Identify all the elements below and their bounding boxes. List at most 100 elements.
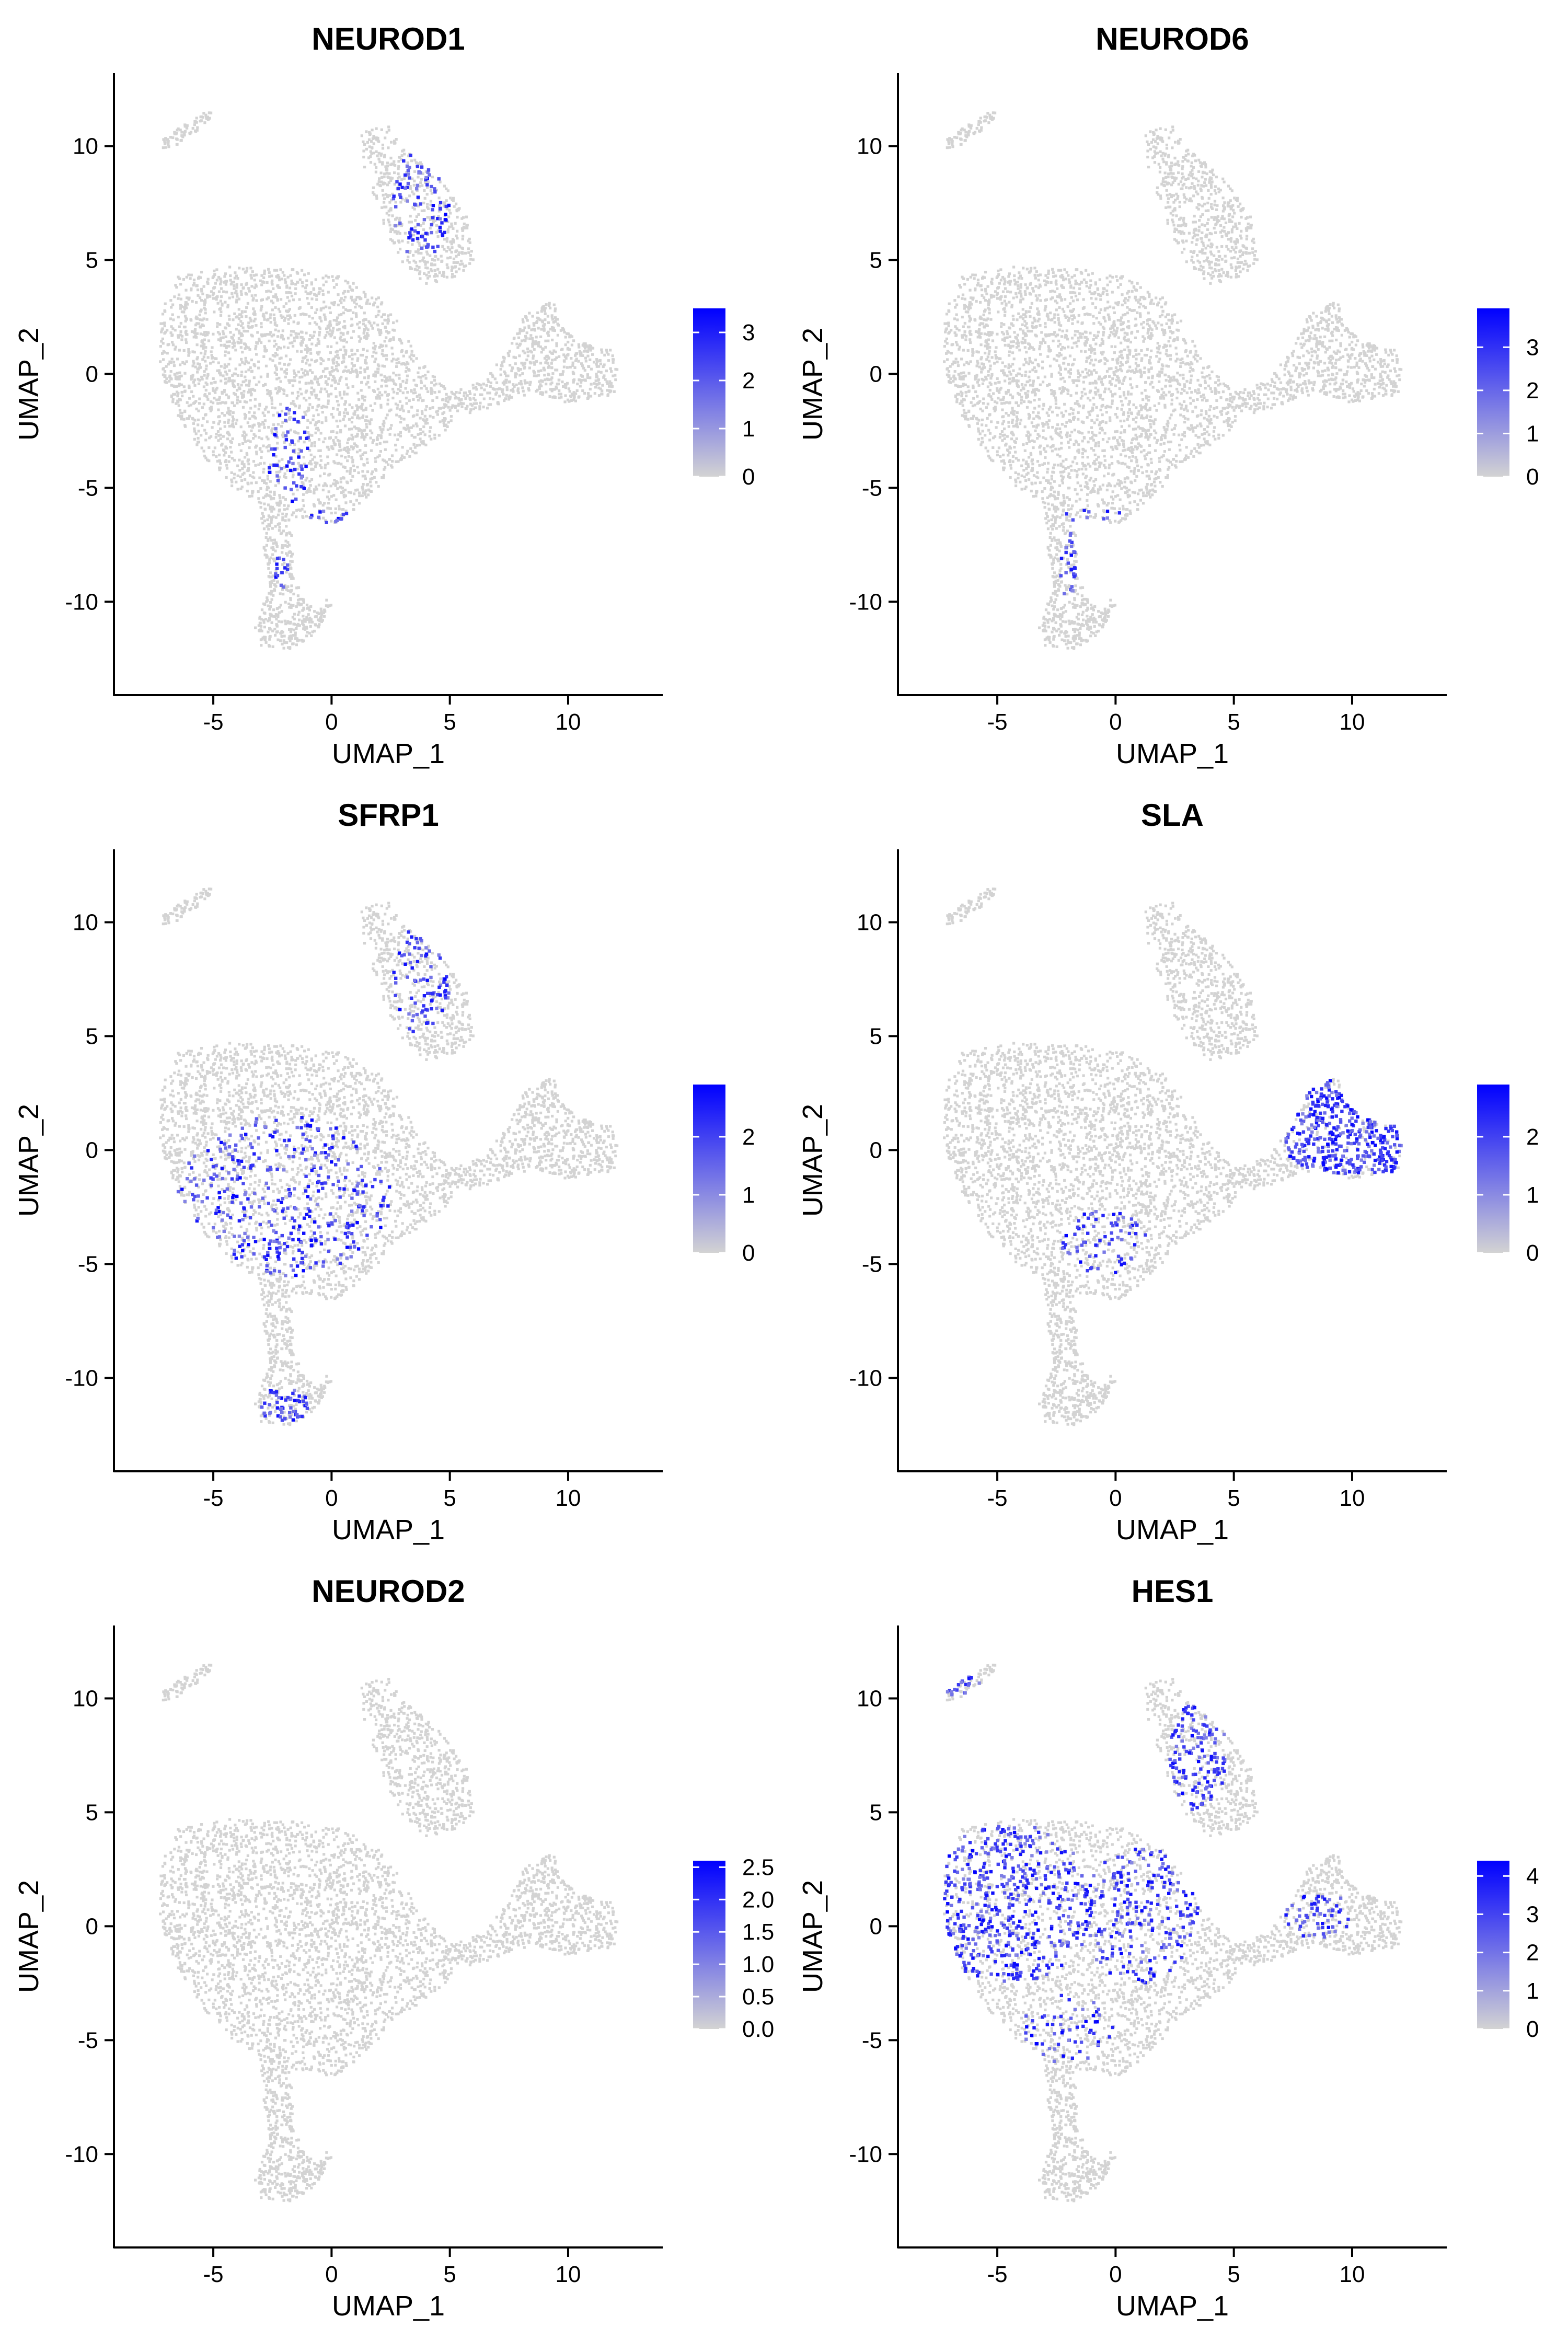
cell-point <box>194 365 197 368</box>
cell-point <box>448 248 452 251</box>
cell-point <box>596 383 599 386</box>
cell-point <box>270 274 273 278</box>
cell-point <box>205 364 208 367</box>
cell-point <box>342 292 345 295</box>
cell-point <box>397 165 400 168</box>
cell-point <box>355 314 358 317</box>
cell-point <box>265 544 268 547</box>
cell-point <box>268 444 271 447</box>
cell-point <box>430 392 433 395</box>
cell-point <box>351 298 354 302</box>
cell-point <box>376 455 379 458</box>
cell-point <box>178 377 181 381</box>
cell-point <box>211 356 214 360</box>
cell-point <box>517 336 521 339</box>
cell-point <box>1024 479 1028 482</box>
cell-point <box>282 338 285 341</box>
cell-point <box>420 381 423 384</box>
cell-point <box>273 407 276 410</box>
cell-point <box>1097 441 1100 444</box>
cell-point <box>231 379 234 382</box>
cell-point <box>396 391 399 395</box>
cell-point <box>414 261 418 264</box>
cell-point <box>517 369 521 372</box>
cell-point <box>241 473 244 476</box>
cell-point <box>357 471 360 475</box>
cell-point <box>523 363 526 366</box>
cell-point <box>384 136 387 140</box>
cell-point <box>544 345 547 349</box>
cell-point <box>495 363 498 366</box>
cell-point <box>234 349 237 352</box>
cell-point <box>362 322 365 326</box>
cell-point <box>244 310 247 313</box>
cell-point <box>346 459 349 463</box>
cell-point <box>350 362 353 365</box>
expressing-cell-point <box>280 467 283 470</box>
cell-point <box>237 337 240 340</box>
cell-point <box>315 408 318 411</box>
cell-point <box>382 193 385 197</box>
cell-point <box>399 383 402 386</box>
cell-point <box>294 283 297 286</box>
cell-point <box>279 310 282 313</box>
cell-point <box>203 429 206 432</box>
cell-point <box>958 375 961 378</box>
cell-point <box>355 375 359 378</box>
cell-point <box>585 350 589 353</box>
cell-point <box>286 554 289 557</box>
cell-point <box>212 360 215 364</box>
cell-point <box>258 424 261 428</box>
cell-point <box>284 601 287 604</box>
cell-point <box>263 345 266 348</box>
cell-point <box>352 364 355 367</box>
cell-point <box>179 333 182 337</box>
cell-point <box>319 308 322 312</box>
cell-point <box>224 382 227 385</box>
cell-point <box>222 290 225 293</box>
cell-point <box>259 625 263 628</box>
cell-point <box>403 363 407 366</box>
cell-point <box>244 356 247 360</box>
cell-point <box>550 314 554 317</box>
cell-point <box>425 261 429 264</box>
cell-point <box>370 472 373 476</box>
cell-point <box>554 309 557 313</box>
cell-point <box>1150 334 1154 337</box>
cell-point <box>1193 447 1196 450</box>
cell-point <box>418 244 421 247</box>
cell-point <box>425 273 428 276</box>
cell-point <box>1107 472 1110 475</box>
cell-point <box>469 254 472 257</box>
cell-point <box>233 276 236 280</box>
cell-point <box>278 494 281 497</box>
cell-point <box>290 555 293 558</box>
cell-point <box>365 301 368 304</box>
cell-point <box>383 375 386 378</box>
cell-point <box>164 330 167 333</box>
cell-point <box>228 369 231 372</box>
cell-point <box>446 257 449 260</box>
cell-point <box>390 163 394 166</box>
x-tick-label: 5 <box>443 709 456 735</box>
cell-point <box>423 189 426 192</box>
cell-point <box>1119 365 1122 368</box>
cell-point <box>302 615 305 618</box>
cell-point <box>302 499 305 502</box>
cell-point <box>1208 422 1212 425</box>
cell-point <box>612 374 615 377</box>
cell-point <box>288 308 291 311</box>
cell-point <box>581 375 584 378</box>
cell-point <box>301 515 304 518</box>
cell-point <box>308 620 311 624</box>
cell-point <box>266 389 269 392</box>
cell-point <box>245 345 248 349</box>
cell-point <box>168 374 171 377</box>
cell-point <box>261 421 264 424</box>
cell-point <box>353 425 356 429</box>
cell-point <box>266 598 269 602</box>
cell-point <box>563 355 567 358</box>
cell-point <box>462 228 465 232</box>
cell-point <box>314 375 317 378</box>
cell-point <box>376 154 379 157</box>
